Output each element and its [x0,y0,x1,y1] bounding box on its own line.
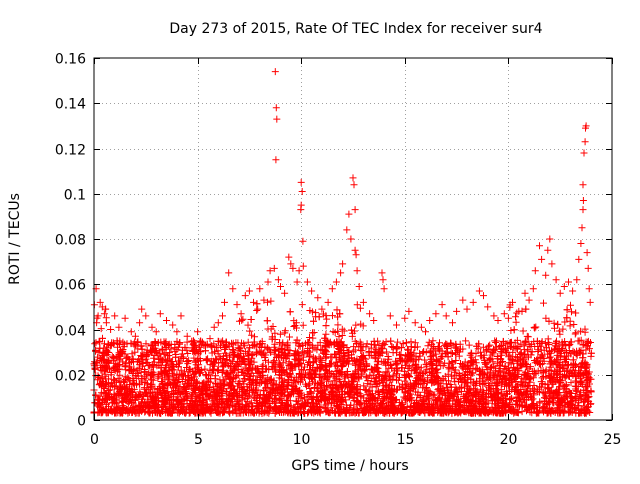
data-point [429,337,436,344]
data-point [248,316,255,323]
data-point [491,337,498,344]
data-point [299,301,306,308]
data-point [466,342,473,349]
data-point [394,339,401,346]
data-point [383,349,390,356]
data-point [567,302,574,309]
data-point [570,321,577,328]
data-point [329,312,336,319]
data-point [354,301,361,308]
data-point [559,326,566,333]
data-point [522,339,529,346]
data-point [341,328,348,335]
data-point [245,339,252,346]
data-point [572,310,579,317]
data-point [322,331,329,338]
data-point [246,328,253,335]
data-point [425,342,432,349]
data-point [300,322,307,329]
data-point [513,319,520,326]
data-point [348,327,355,334]
data-point [540,300,547,307]
data-point [364,340,371,347]
data-point [531,382,538,389]
data-point [253,307,260,314]
data-point [313,346,320,353]
data-point [520,328,527,335]
data-point [446,365,453,372]
data-point [554,321,561,328]
data-point [556,331,563,338]
data-point [334,321,341,328]
data-point [245,322,252,329]
data-point [239,316,246,323]
data-point [323,316,330,323]
data-point [541,394,548,401]
data-point [339,332,346,339]
data-point [448,349,455,356]
data-point [419,384,426,391]
data-point [357,305,364,312]
data-point [264,317,271,324]
data-point [507,327,514,334]
data-point [567,318,574,325]
data-points [91,68,595,417]
data-point [512,313,519,320]
data-point [98,325,105,332]
data-point [286,334,293,341]
data-point [201,366,208,373]
data-point [398,344,405,351]
data-point [352,322,359,329]
data-point [267,298,274,305]
data-point [531,325,538,332]
data-point [456,353,463,360]
data-point [306,334,313,341]
data-point [403,339,410,346]
data-point [287,308,294,315]
data-point [277,331,284,338]
data-point [323,322,330,329]
data-point [253,300,260,307]
data-point [462,337,469,344]
